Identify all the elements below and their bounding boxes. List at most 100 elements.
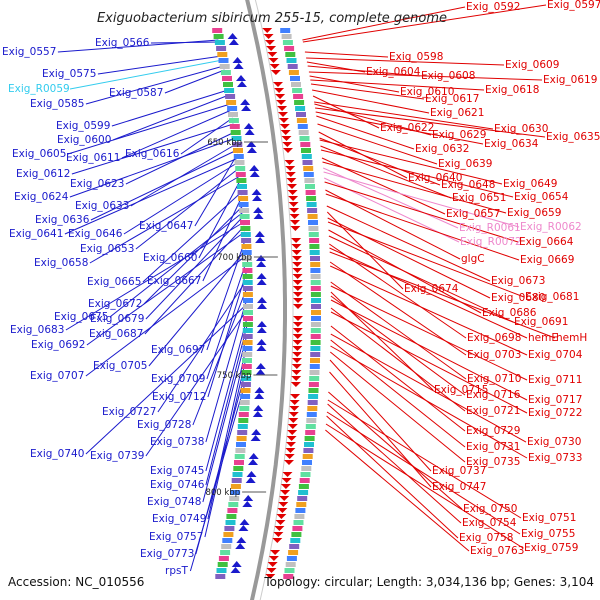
gene-label-right: Exig_0635 — [546, 131, 600, 143]
forward-gene-arrow — [280, 130, 291, 135]
category-block — [303, 448, 314, 453]
leader-line-left — [65, 221, 245, 331]
category-block — [242, 328, 253, 333]
category-block — [236, 436, 247, 441]
gene-label-left: Exig_0658 — [34, 257, 88, 269]
category-block — [243, 310, 253, 315]
kbp-label: 800 kbp — [205, 488, 240, 498]
category-block — [225, 520, 236, 525]
leader-line-left — [85, 65, 224, 105]
category-block — [237, 184, 247, 189]
forward-gene-arrow — [288, 418, 299, 423]
gene-label-left: Exig_0611 — [66, 152, 120, 164]
leader-line-right — [310, 79, 485, 91]
category-block — [302, 460, 312, 465]
forward-gene-arrow — [272, 538, 283, 543]
category-block — [290, 538, 301, 543]
category-block — [213, 34, 224, 39]
forward-gene-arrow — [281, 136, 292, 141]
category-block — [288, 70, 299, 75]
category-block — [285, 52, 296, 57]
category-block — [309, 376, 320, 381]
forward-gene-arrow — [290, 382, 301, 387]
forward-gene-arrow — [285, 172, 296, 177]
category-block — [242, 292, 253, 297]
leader-line-right — [304, 51, 389, 58]
reverse-gene-arrow — [228, 39, 239, 45]
leader-line-right — [330, 295, 466, 396]
category-block — [242, 280, 253, 285]
leader-line-left — [112, 94, 230, 141]
category-block — [311, 298, 321, 303]
reverse-gene-arrow — [254, 387, 265, 393]
leader-line-right — [326, 411, 521, 535]
category-block — [231, 136, 242, 141]
leader-line-right — [325, 193, 520, 261]
category-block — [311, 304, 321, 309]
gene-label-right: Exig_0608 — [421, 70, 475, 82]
category-block — [298, 130, 309, 135]
gene-label-right: hemH — [556, 332, 587, 344]
gene-label-left: Exig_0575 — [42, 68, 96, 80]
category-block — [296, 112, 306, 117]
leader-line-left — [205, 325, 248, 486]
category-block — [217, 562, 228, 567]
gene-label-right: Exig_0763 — [470, 545, 524, 557]
gene-label-right: Exig_0664 — [519, 236, 574, 248]
category-block — [240, 232, 251, 237]
reverse-gene-arrow — [245, 477, 256, 483]
forward-gene-arrow — [287, 184, 297, 189]
forward-gene-arrow — [292, 274, 303, 279]
reverse-gene-arrow — [248, 459, 258, 465]
category-block — [287, 64, 298, 69]
gene-label-right: Exig_0622 — [380, 122, 434, 134]
reverse-gene-arrow — [249, 171, 260, 177]
forward-gene-arrow — [287, 190, 298, 195]
forward-gene-arrow — [269, 64, 280, 69]
gene-label-left: Exig_0641 — [9, 228, 63, 240]
leader-line-right — [312, 89, 430, 114]
reverse-gene-arrow — [235, 543, 246, 549]
gene-label-left: Exig_0616 — [125, 148, 180, 160]
category-block — [233, 466, 244, 471]
reverse-gene-arrow — [231, 561, 242, 567]
category-block — [228, 112, 238, 117]
reverse-gene-arrow — [243, 495, 254, 501]
leader-line-left — [192, 287, 248, 426]
category-block — [306, 412, 317, 417]
category-block — [242, 358, 252, 363]
forward-gene-arrow — [266, 568, 277, 573]
gene-label-right: Exig_0673 — [491, 275, 545, 287]
leader-line-right — [329, 351, 466, 463]
gene-label-right: Exig_0618 — [485, 84, 539, 96]
category-block — [307, 400, 318, 405]
gene-label-right: Exig_0617 — [425, 93, 479, 105]
forward-gene-arrow — [280, 490, 291, 495]
category-block — [232, 142, 243, 147]
leader-line-right — [329, 243, 467, 339]
gene-label-left: Exig_0749 — [152, 513, 206, 525]
category-block — [242, 322, 253, 327]
forward-gene-arrow — [270, 550, 281, 555]
gene-label-left: Exig_0679 — [90, 313, 144, 325]
category-block — [286, 556, 297, 561]
leader-line-right — [315, 107, 546, 138]
gene-label-right: Exig_0609 — [505, 59, 559, 71]
gene-label-right: Exig_0698 — [467, 332, 521, 344]
gene-label-right: Exig_0710 — [467, 373, 521, 385]
gene-label-right: Exig_0731 — [466, 441, 520, 453]
forward-gene-arrow — [267, 52, 278, 57]
gene-label-left: Exig_0675 — [54, 311, 108, 323]
category-block — [304, 442, 314, 447]
leader-line-right — [330, 281, 467, 380]
category-block — [310, 274, 321, 279]
leader-line-right — [330, 339, 466, 448]
leader-line-left — [202, 335, 248, 503]
leader-line-right — [329, 251, 556, 339]
category-block — [291, 532, 302, 537]
category-block — [230, 484, 241, 489]
gene-label-left: rpsT — [165, 565, 188, 577]
gene-label-left: Exig_0624 — [14, 191, 69, 203]
leader-line-left — [205, 317, 248, 472]
